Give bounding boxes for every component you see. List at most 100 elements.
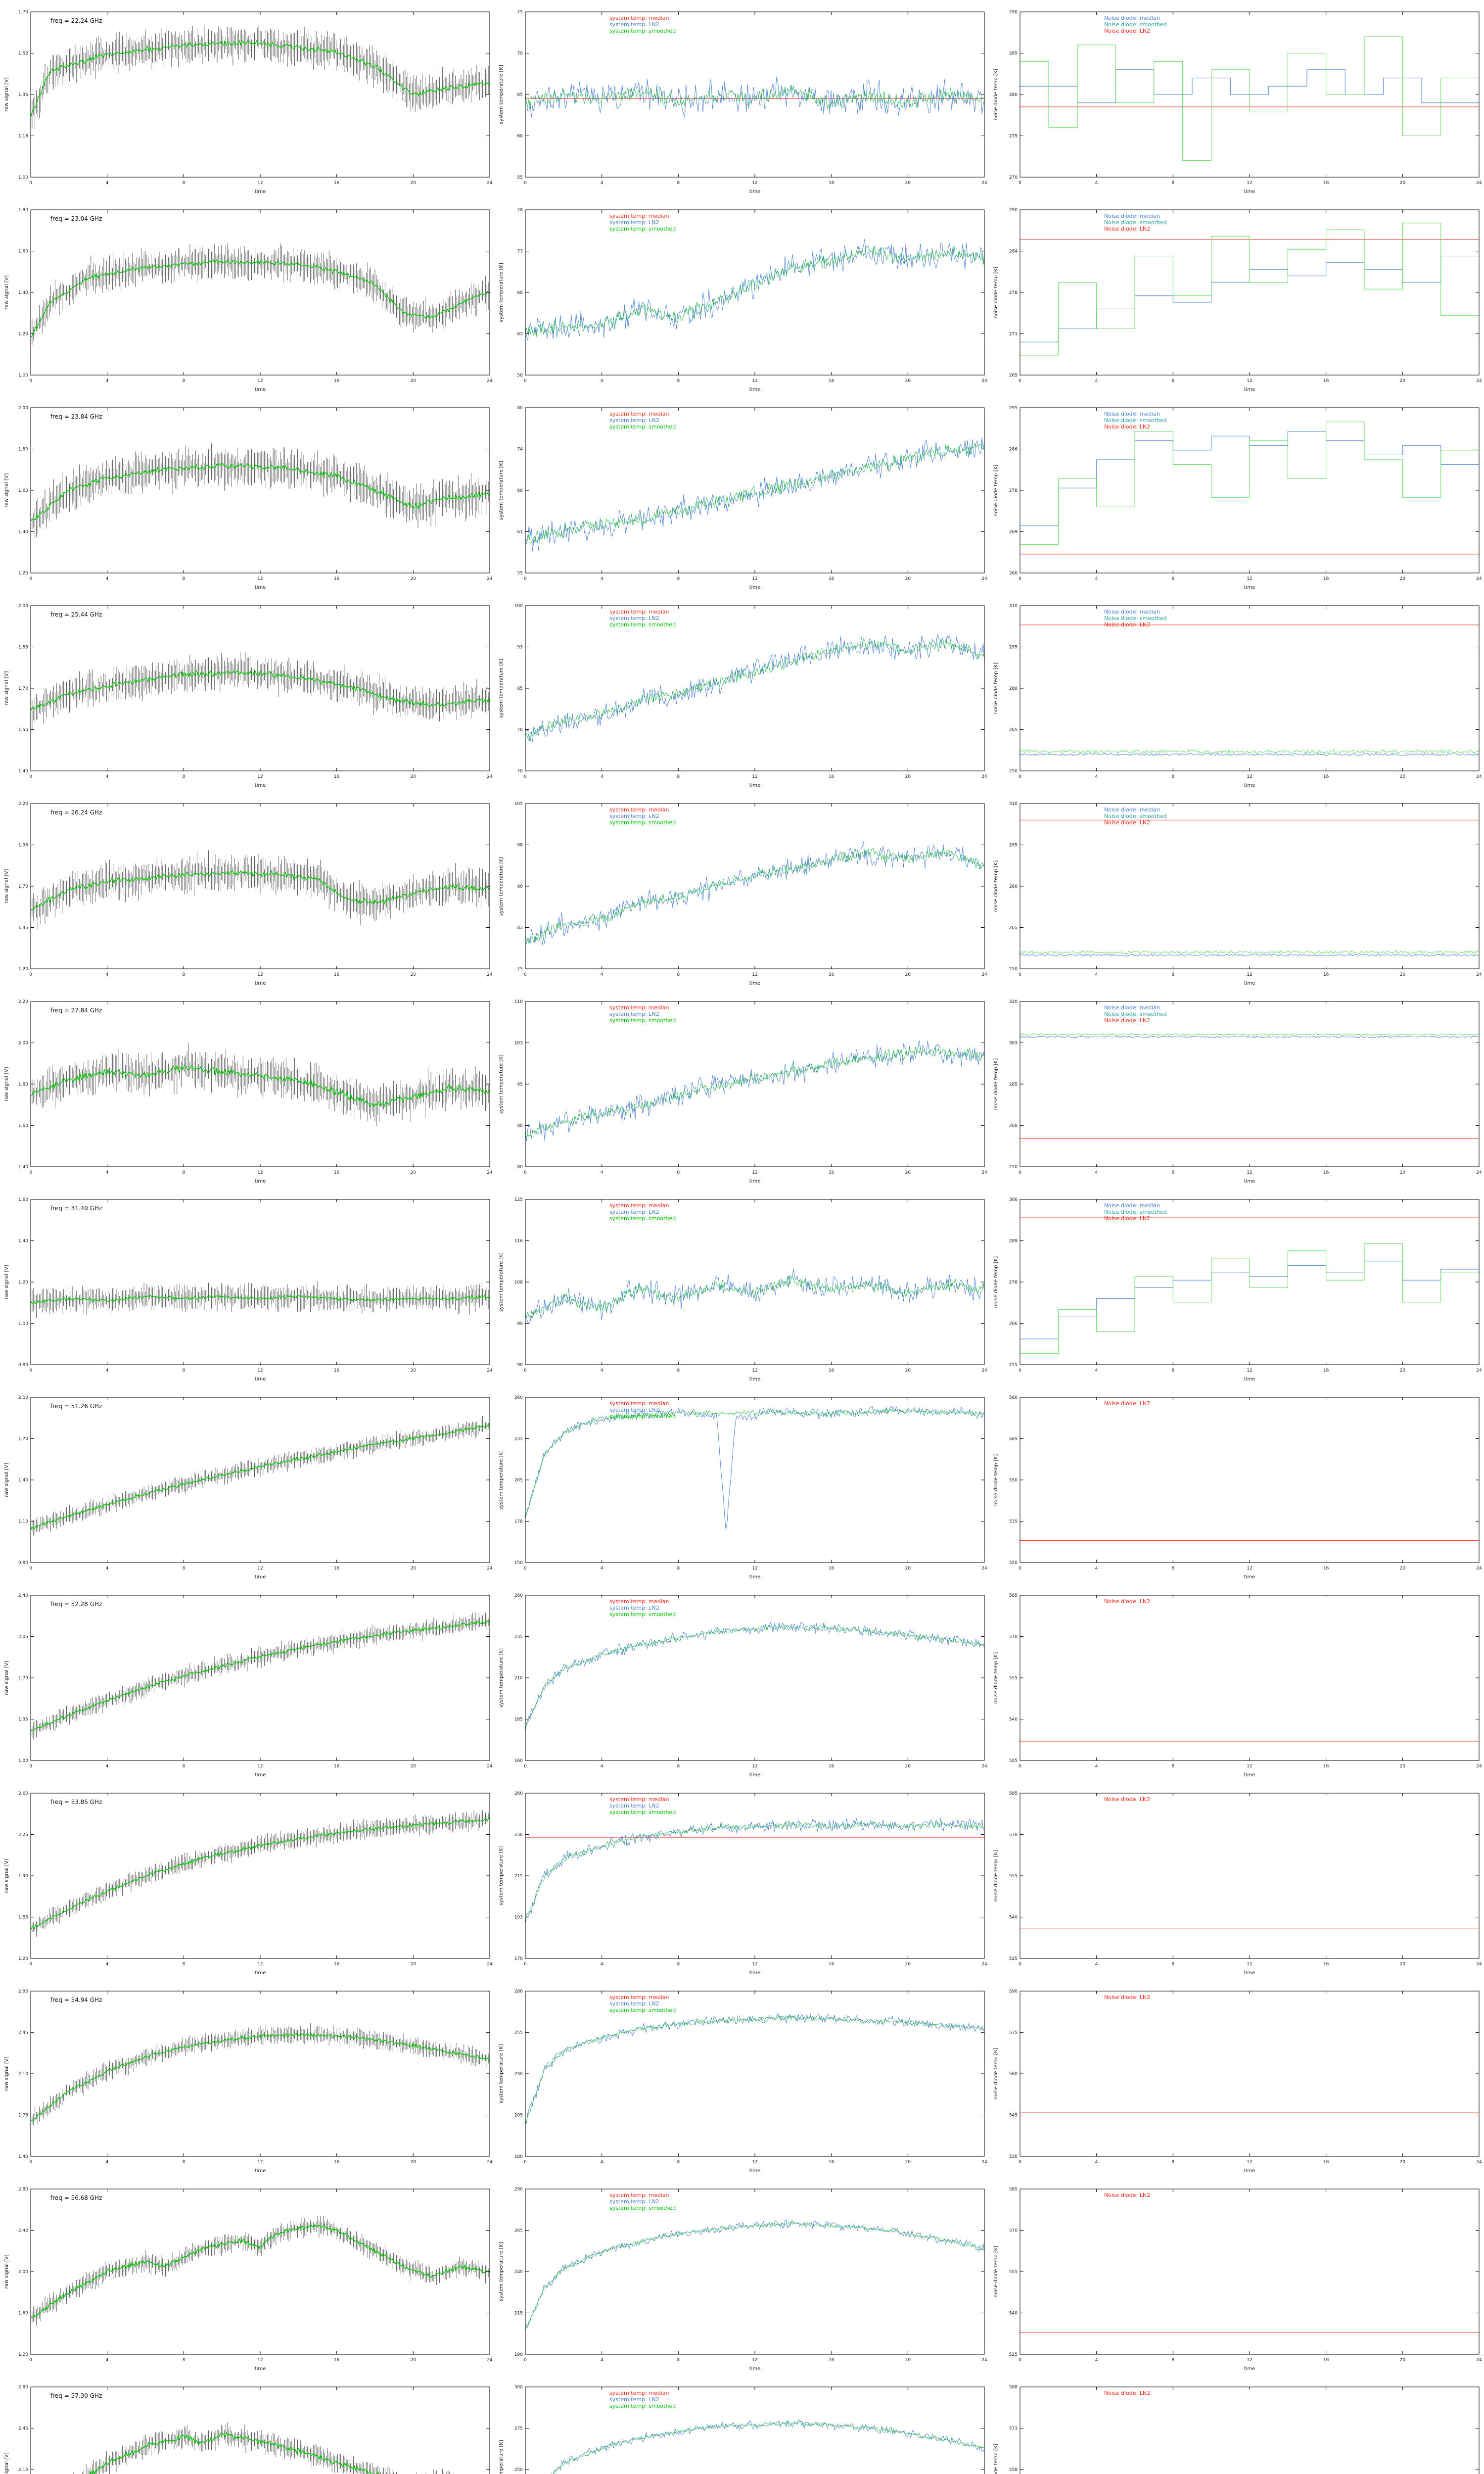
- x-tick-label: 8: [677, 576, 680, 581]
- y-tick-label: 90: [517, 884, 523, 889]
- x-tick-label: 20: [1400, 181, 1406, 186]
- y-tick-label: 2.80: [18, 2187, 28, 2192]
- x-axis-label: time: [1244, 1772, 1255, 1778]
- y-tick-label: 565: [1009, 1437, 1018, 1442]
- y-tick-label: 205: [514, 1478, 523, 1483]
- plot-background: [0, 198, 495, 396]
- x-tick-label: 4: [601, 972, 603, 977]
- y-tick-label: 2.10: [18, 2468, 28, 2473]
- y-tick-label: 1.90: [18, 1874, 28, 1879]
- x-axis-label: time: [1244, 1377, 1255, 1382]
- x-tick-label: 12: [1247, 1764, 1252, 1769]
- x-tick-label: 0: [524, 379, 527, 383]
- y-tick-label: 99: [517, 1322, 523, 1327]
- x-tick-label: 8: [182, 2358, 185, 2363]
- x-tick-label: 8: [1171, 379, 1174, 383]
- x-tick-label: 0: [1019, 2160, 1021, 2165]
- plot-background: [495, 1781, 989, 1979]
- series-line: [30, 259, 490, 337]
- x-tick-label: 20: [411, 1566, 417, 1571]
- x-tick-label: 4: [106, 1764, 109, 1769]
- x-tick-label: 24: [981, 379, 987, 383]
- y-tick-label: 2.20: [18, 802, 28, 807]
- y-axis-label: raw signal [V]: [4, 1463, 9, 1497]
- y-tick-label: 1.40: [18, 1239, 28, 1244]
- series-line: [1020, 1036, 1480, 1039]
- legend-entry: system temp: smoothed: [609, 226, 676, 232]
- y-tick-label: 525: [1009, 2352, 1018, 2357]
- y-tick-label: 1.20: [18, 1280, 28, 1285]
- x-axis-label: time: [1244, 1179, 1255, 1184]
- x-axis-label: time: [255, 387, 266, 392]
- y-tick-label: 0.80: [18, 1363, 28, 1368]
- y-tick-label: 1.55: [18, 728, 28, 733]
- x-tick-label: 24: [487, 1170, 493, 1175]
- x-tick-label: 12: [752, 576, 757, 581]
- x-axis-label: time: [255, 1377, 266, 1382]
- y-tick-label: 2.60: [18, 1791, 28, 1796]
- plot-background: [0, 1188, 495, 1385]
- y-tick-label: 265: [514, 2229, 523, 2234]
- x-tick-label: 4: [106, 576, 109, 581]
- series-line: [30, 1423, 490, 1530]
- x-tick-label: 12: [752, 1566, 757, 1571]
- y-tick-label: 266: [1009, 1322, 1018, 1327]
- y-tick-label: 525: [1009, 1956, 1018, 1961]
- y-tick-label: 73: [517, 249, 523, 254]
- x-tick-label: 8: [677, 2160, 680, 2165]
- y-tick-label: 65: [517, 93, 523, 97]
- x-tick-label: 16: [1323, 972, 1329, 977]
- series-line: [525, 1624, 985, 1728]
- y-tick-label: 520: [1009, 1561, 1018, 1566]
- x-tick-label: 20: [905, 1368, 911, 1373]
- x-tick-label: 8: [1171, 2358, 1174, 2363]
- x-tick-label: 20: [1400, 972, 1406, 977]
- x-axis-label: time: [255, 1574, 266, 1580]
- y-tick-label: 2.45: [18, 2031, 28, 2036]
- legend-entry: Noise diode: smoothed: [1104, 1011, 1167, 1017]
- series-line: [525, 1408, 985, 1517]
- x-tick-label: 8: [182, 2160, 185, 2165]
- x-tick-label: 24: [1476, 576, 1482, 581]
- plot-col3-row2: 0 4 8 12 16 20 24 265 271 278 284 290 time noise diod…: [989, 198, 1484, 396]
- y-tick-label: 1.70: [18, 686, 28, 691]
- y-tick-label: 90: [517, 1363, 523, 1368]
- x-axis-label: time: [255, 783, 266, 788]
- plot-col1-row6: 0 4 8 12 16 20 24 1.40 1.60 1.80 2.00 2.20 time raw s…: [0, 990, 495, 1188]
- y-tick-label: 1.10: [18, 1520, 28, 1524]
- x-tick-label: 0: [524, 2160, 527, 2165]
- y-tick-label: 560: [1009, 2072, 1018, 2077]
- y-tick-label: 1.45: [18, 926, 28, 931]
- x-tick-label: 12: [1247, 972, 1252, 977]
- x-tick-label: 0: [1019, 181, 1021, 186]
- legend-entry: Noise diode: LN2: [1104, 1215, 1150, 1222]
- x-tick-label: 24: [1476, 379, 1482, 383]
- x-tick-label: 20: [905, 2160, 911, 2165]
- series-line: [525, 2219, 985, 2330]
- legend-entry: Noise diode: LN2: [1104, 819, 1150, 826]
- x-tick-label: 8: [182, 1170, 185, 1175]
- y-tick-label: 540: [1009, 1915, 1018, 1920]
- x-tick-label: 20: [411, 1962, 417, 1967]
- plot-col3-row11: 0 4 8 12 16 20 24 530 545 560 575 590 time noise diod…: [989, 1979, 1484, 2177]
- x-tick-label: 8: [677, 972, 680, 977]
- legend-entry: system temp: LN2: [609, 21, 659, 28]
- y-tick-label: 284: [1009, 249, 1018, 254]
- x-tick-label: 8: [1171, 576, 1174, 581]
- series-line: [30, 463, 490, 522]
- y-tick-label: 190: [514, 2352, 523, 2357]
- x-tick-label: 8: [677, 774, 680, 779]
- plot-col2-row5: 0 4 8 12 16 20 24 75 83 90 98 105 time system tempera…: [495, 792, 989, 990]
- x-tick-label: 16: [334, 972, 340, 977]
- x-tick-label: 12: [257, 1764, 263, 1769]
- y-axis-label: noise diode temp [K]: [993, 1256, 999, 1308]
- x-tick-label: 24: [487, 379, 493, 383]
- legend-entry: system temp: median: [609, 1994, 669, 2000]
- x-tick-label: 4: [1095, 1566, 1098, 1571]
- y-tick-label: 250: [1009, 967, 1018, 972]
- y-tick-label: 160: [514, 1759, 523, 1763]
- x-tick-label: 4: [1095, 1962, 1098, 1967]
- legend-entry: Noise diode: LN2: [1104, 1598, 1150, 1605]
- y-tick-label: 300: [1009, 1197, 1018, 1202]
- y-tick-label: 540: [1009, 2311, 1018, 2316]
